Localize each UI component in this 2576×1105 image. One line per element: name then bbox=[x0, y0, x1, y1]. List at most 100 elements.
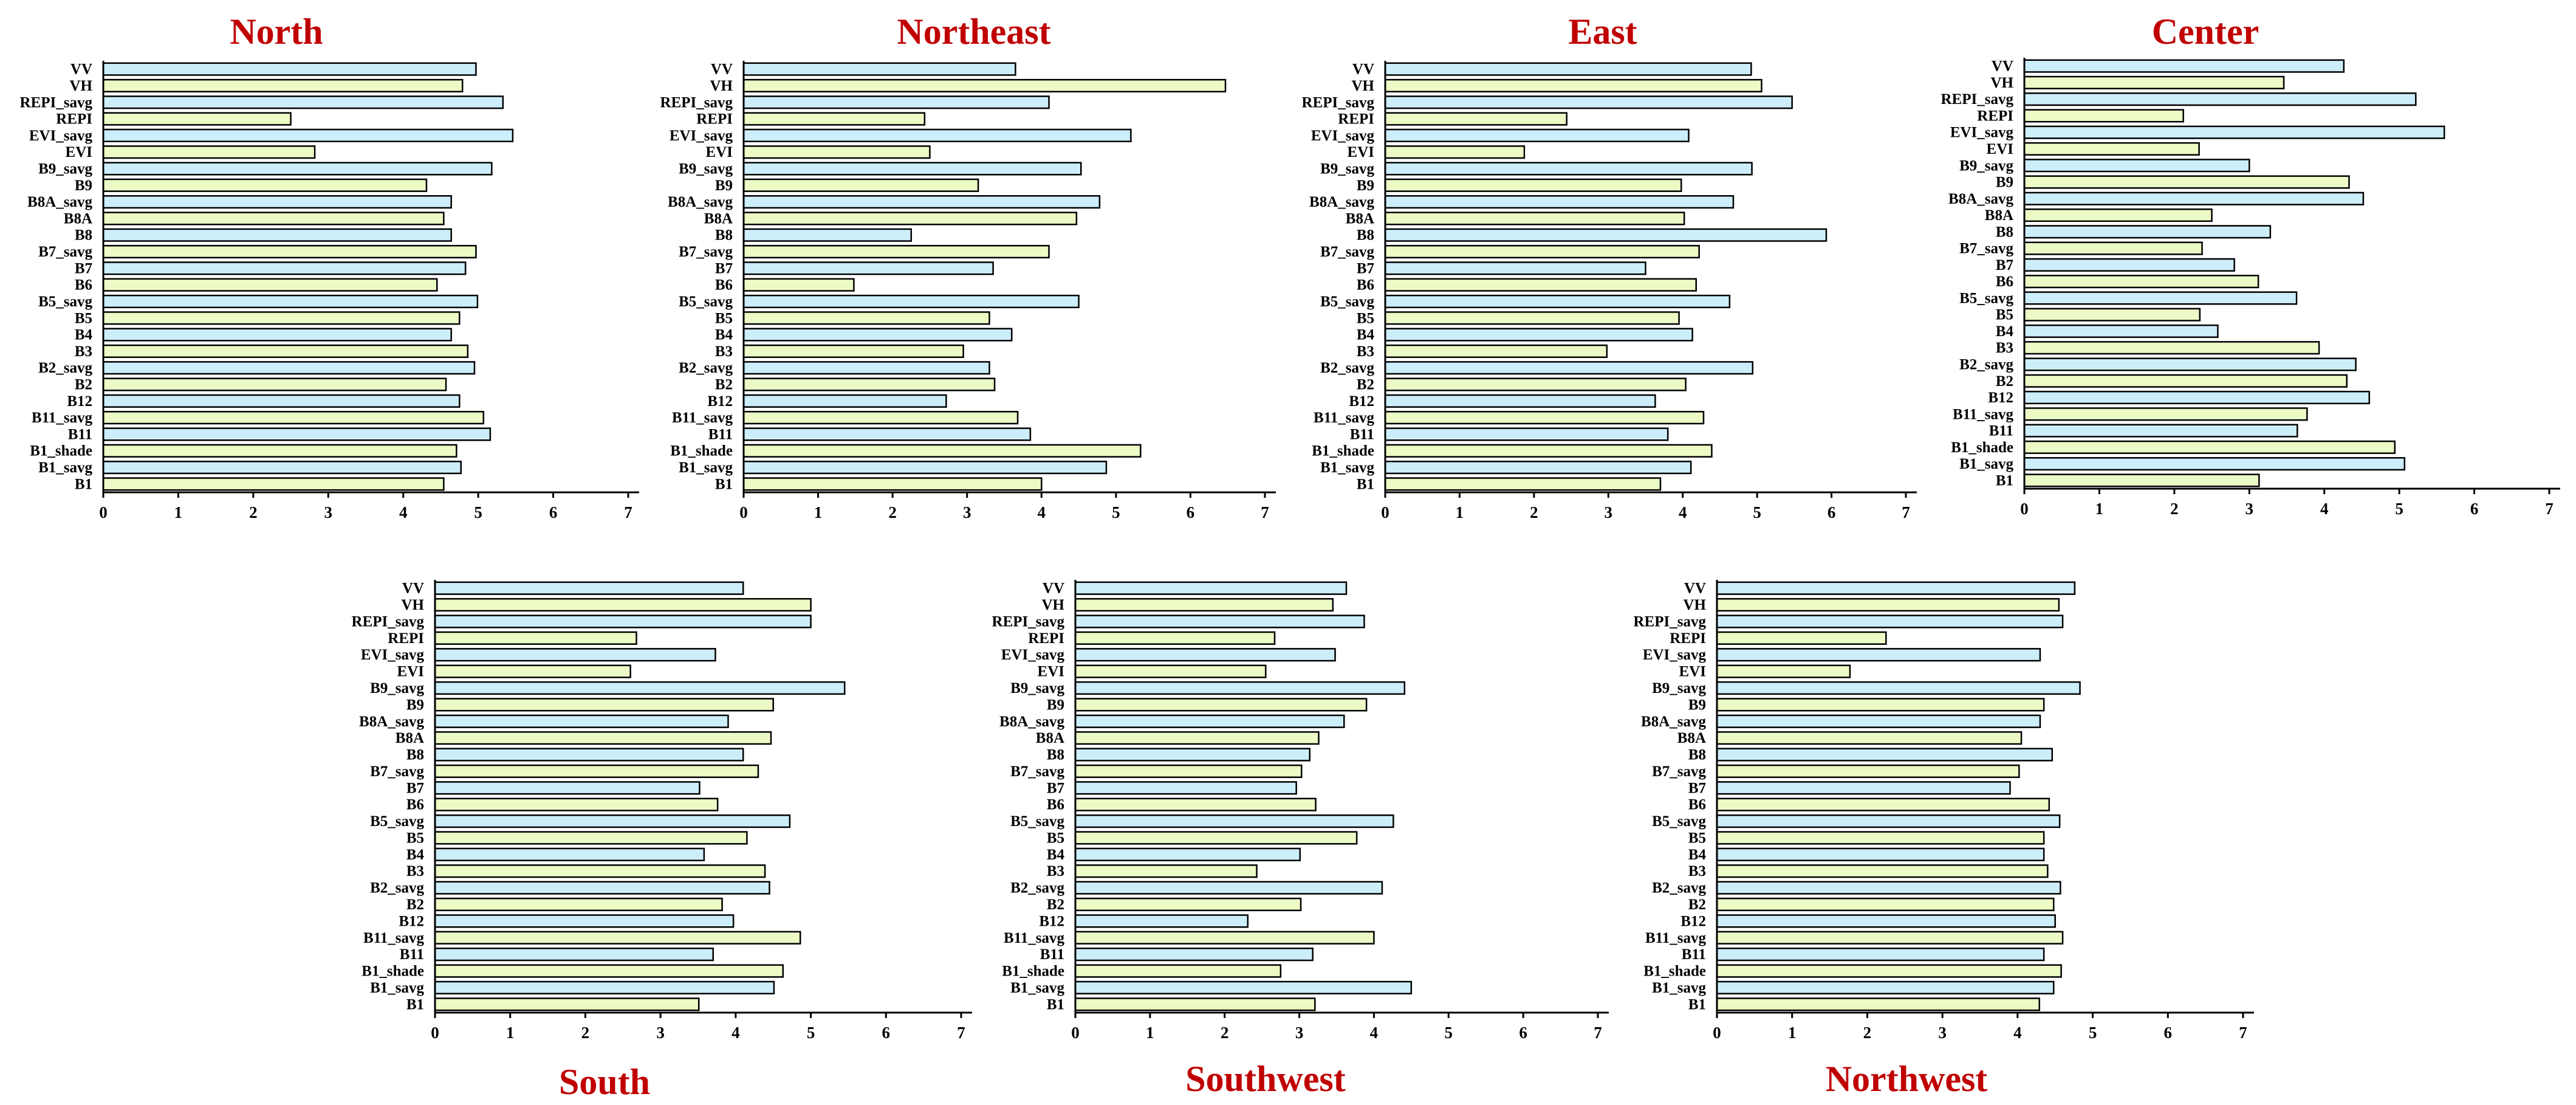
x-tick-label: 7 bbox=[2239, 1024, 2247, 1042]
category-label: B6 bbox=[715, 277, 733, 294]
category-label: B1_savg bbox=[679, 460, 733, 476]
bar-b7-savg bbox=[434, 764, 759, 779]
x-tick-label: 4 bbox=[1370, 1024, 1379, 1042]
category-label: B1_savg bbox=[38, 460, 92, 476]
category-label: REPI bbox=[696, 111, 733, 128]
category-label: REPI bbox=[1977, 108, 2013, 124]
x-tick-label: 1 bbox=[1146, 1024, 1154, 1042]
category-label: REPI bbox=[1338, 111, 1374, 128]
x-tick-label: 1 bbox=[506, 1024, 515, 1042]
category-label: B11 bbox=[708, 426, 733, 442]
bar-b12 bbox=[102, 394, 461, 408]
x-tick-label: 6 bbox=[1519, 1024, 1527, 1042]
category-label: B2_savg bbox=[1010, 880, 1064, 897]
category-label: B9_savg bbox=[1959, 157, 2013, 174]
bar-b9-savg bbox=[434, 681, 846, 695]
bar-b2 bbox=[434, 897, 723, 912]
category-label: B8A bbox=[396, 730, 424, 746]
category-label: B4 bbox=[1996, 323, 2014, 340]
bar-repi-savg bbox=[434, 614, 812, 628]
category-label: B9_savg bbox=[1010, 680, 1064, 697]
x-tick-label: 3 bbox=[324, 503, 333, 522]
bar-evi-savg bbox=[102, 128, 514, 142]
category-label: B2_savg bbox=[1320, 360, 1374, 376]
x-tick-label: 0 bbox=[99, 503, 108, 522]
bar-b7 bbox=[434, 781, 701, 795]
x-tick-label: 2 bbox=[1863, 1024, 1872, 1042]
bar-b1-shade bbox=[742, 444, 1142, 458]
x-tick-label: 1 bbox=[1456, 503, 1464, 522]
category-label: B11 bbox=[1682, 946, 1706, 963]
category-label: B1_savg bbox=[1320, 460, 1374, 476]
bar-b1-savg bbox=[2023, 457, 2406, 471]
category-label: B5 bbox=[75, 310, 92, 326]
category-label: B5 bbox=[1996, 307, 2013, 323]
bar-b5 bbox=[1716, 831, 2045, 845]
category-label: EVI_savg bbox=[1311, 128, 1375, 144]
category-label: EVI_savg bbox=[361, 647, 425, 663]
category-label: B2 bbox=[1357, 377, 1374, 393]
x-tick-label: 4 bbox=[1038, 503, 1046, 522]
category-label: B7_savg bbox=[38, 244, 92, 260]
category-label: B7 bbox=[1996, 257, 2013, 274]
bar-b2-savg bbox=[102, 361, 476, 375]
category-label: B2_savg bbox=[38, 360, 92, 376]
bar-b1-shade bbox=[2023, 440, 2396, 454]
category-label: B8A_savg bbox=[1641, 714, 1706, 730]
category-label: VH bbox=[710, 78, 733, 94]
category-label: EVI_savg bbox=[1643, 647, 1707, 663]
bar-b12 bbox=[1384, 394, 1656, 408]
category-label: VH bbox=[70, 78, 93, 94]
category-label: B11_savg bbox=[363, 930, 425, 946]
bar-b8 bbox=[434, 748, 744, 762]
category-label: B11_savg bbox=[1645, 930, 1707, 946]
category-label: B6 bbox=[1996, 274, 2013, 290]
bar-b8 bbox=[102, 228, 452, 242]
category-label: EVI_savg bbox=[670, 128, 733, 144]
bar-b12 bbox=[742, 394, 947, 408]
bar-b12 bbox=[2023, 390, 2371, 405]
category-label: B7 bbox=[1688, 780, 1706, 796]
category-label: B7_savg bbox=[370, 763, 424, 780]
x-tick-label: 4 bbox=[2013, 1024, 2022, 1042]
category-label: B1 bbox=[1357, 476, 1374, 492]
panel-title: South bbox=[559, 1062, 650, 1102]
x-tick-label: 6 bbox=[882, 1024, 891, 1042]
bar-b5 bbox=[102, 311, 461, 325]
bar-evi-savg bbox=[434, 648, 716, 662]
x-tick-label: 3 bbox=[656, 1024, 665, 1042]
category-label: B8A_savg bbox=[1948, 191, 2013, 207]
bar-evi bbox=[2023, 142, 2200, 156]
bar-b9 bbox=[434, 698, 774, 712]
bar-b9-savg bbox=[1074, 681, 1406, 695]
category-label: B7 bbox=[1357, 260, 1374, 277]
bar-b2 bbox=[1716, 897, 2055, 912]
category-label: B7 bbox=[75, 260, 92, 277]
bar-vv bbox=[742, 62, 1016, 76]
category-label: EVI bbox=[1679, 664, 1706, 680]
category-label: B12 bbox=[1988, 390, 2013, 406]
bar-evi bbox=[1384, 145, 1526, 159]
x-tick-label: 2 bbox=[249, 503, 258, 522]
bar-b9-savg bbox=[742, 162, 1082, 176]
bar-b9-savg bbox=[1716, 681, 2081, 695]
x-tick-label: 0 bbox=[1071, 1024, 1080, 1042]
x-tick-label: 6 bbox=[1187, 503, 1195, 522]
category-label: B9 bbox=[75, 177, 92, 194]
category-label: B8 bbox=[1996, 224, 2013, 240]
category-label: B9 bbox=[715, 177, 733, 194]
bar-b5-savg bbox=[1716, 814, 2061, 828]
bar-b11 bbox=[102, 427, 492, 441]
bar-b11 bbox=[2023, 424, 2298, 438]
category-label: B8A bbox=[704, 210, 733, 227]
bar-vv bbox=[2023, 59, 2345, 73]
category-label: VV bbox=[1352, 61, 1374, 78]
bar-b1-savg bbox=[742, 460, 1108, 475]
bar-b5-savg bbox=[742, 294, 1080, 309]
category-label: VH bbox=[1042, 597, 1065, 613]
category-label: B8A_savg bbox=[359, 714, 424, 730]
bar-repi-savg bbox=[1074, 614, 1365, 628]
x-tick-label: 3 bbox=[2245, 500, 2254, 518]
category-label: B4 bbox=[75, 327, 93, 343]
category-label: B3 bbox=[1996, 340, 2013, 356]
